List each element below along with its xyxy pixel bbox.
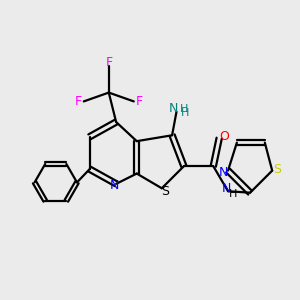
Text: S: S [274, 163, 281, 176]
Text: F: F [75, 95, 82, 108]
Text: S: S [162, 185, 170, 198]
Text: H: H [179, 104, 188, 114]
Text: N: N [110, 179, 119, 192]
Text: F: F [136, 95, 143, 108]
Text: H: H [229, 189, 238, 199]
Text: N: N [219, 166, 228, 178]
Text: H: H [181, 108, 189, 118]
Text: N: N [222, 182, 231, 195]
Text: N: N [168, 102, 178, 115]
Text: F: F [106, 56, 113, 69]
Text: O: O [220, 130, 230, 143]
